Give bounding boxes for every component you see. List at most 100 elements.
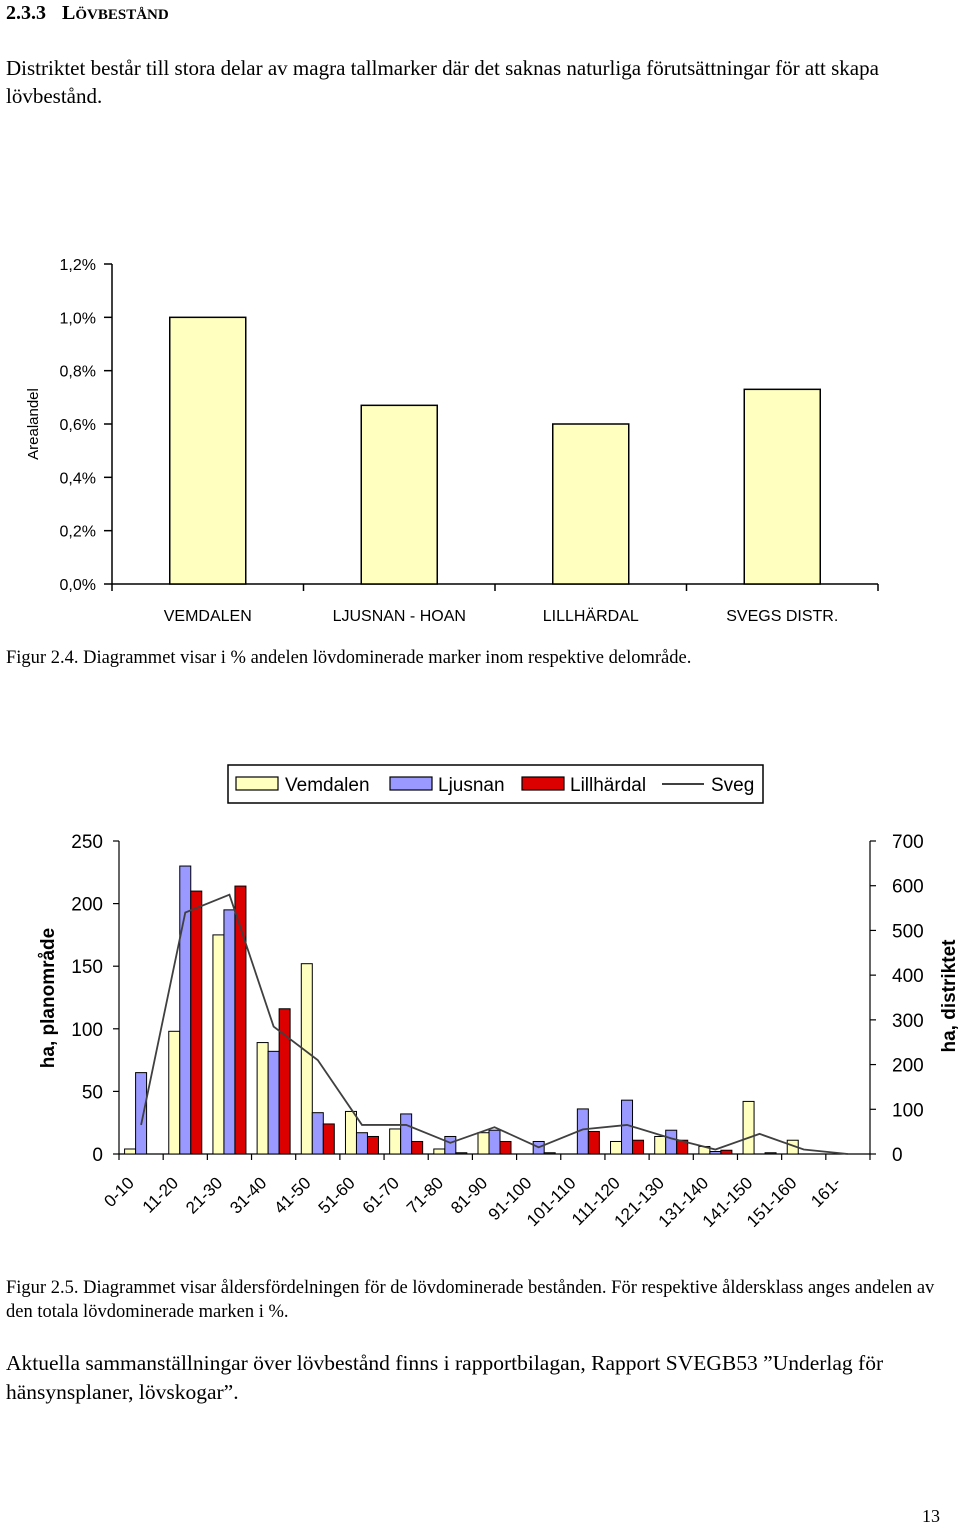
chart2-y-tick-label: 0 <box>92 1145 103 1166</box>
chart2-bar-lillhärdal <box>411 1140 424 1155</box>
chart2-legend-swatch <box>389 776 433 791</box>
chart2-x-tick-label: 31-40 <box>226 1173 270 1217</box>
chart2-x-tick-label: 71-80 <box>403 1173 447 1217</box>
chart2-bar-ljusnan <box>267 1050 280 1155</box>
chart2-bar-ljusnan <box>179 865 192 1155</box>
chart2-legend-swatch <box>235 776 279 791</box>
chart2-plot: Vemdalen Ljusnan Lillhärdal Sveg 0 50 100 150 20… <box>38 764 960 1231</box>
chart2-y-tick-label: 150 <box>71 957 103 978</box>
chart2-bar-ljusnan <box>355 1132 368 1155</box>
chart2-y2-tick-label: 500 <box>892 921 924 942</box>
chart2-y2-tick-label: 0 <box>892 1145 903 1166</box>
chart1-x-tick-label: LILLHÄRDAL <box>543 607 639 625</box>
chart1-y-tick-label: 0,0% <box>60 577 96 594</box>
chart2-legend-label: Sveg <box>711 775 754 796</box>
chart2-y2-tick-label: 700 <box>892 832 924 853</box>
chart2-bar-ljusnan <box>223 909 236 1155</box>
chart2-bar-ljusnan <box>444 1135 457 1155</box>
figure-2-4-caption: Figur 2.4. Diagrammet visar i % andelen … <box>6 648 692 668</box>
chart2-bar-vemdalen <box>389 1128 402 1155</box>
chart2-bar-ljusnan <box>709 1150 722 1155</box>
chart2-bar-lillhärdal <box>587 1130 600 1155</box>
chart2-x-tick-label: 51-60 <box>315 1173 359 1217</box>
chart2-bar-lillhärdal <box>322 1123 335 1155</box>
chart2-bar-lillhärdal <box>764 1152 777 1155</box>
chart2-y2-tick-label: 400 <box>892 966 924 987</box>
chart2-bar-lillhärdal <box>366 1135 379 1155</box>
chart1-y-tick-label: 0,2% <box>60 524 96 541</box>
chart2-x-tick-label: 161- <box>807 1173 844 1210</box>
chart2-y2-axis-title: ha, distriktet <box>939 939 960 1053</box>
chart2-bar-lillhärdal <box>499 1140 512 1155</box>
chart2-y-tick-label: 50 <box>82 1082 103 1103</box>
section-heading: 2.3.3 LÖVBESTÅND <box>6 2 169 25</box>
chart2-bar-lillhärdal <box>543 1152 556 1155</box>
chart2-legend: Vemdalen Ljusnan Lillhärdal Sveg <box>227 764 764 804</box>
chart2-bar-lillhärdal <box>720 1149 733 1155</box>
chart2-y2-tick-label: 600 <box>892 877 924 898</box>
chart1-y-tick-label: 0,8% <box>60 364 96 381</box>
page-number: 13 <box>922 1506 940 1526</box>
chart2-bar-lillhärdal <box>632 1139 645 1155</box>
chart2-y-tick-label: 250 <box>71 832 103 853</box>
chart2-bar-vemdalen <box>433 1148 446 1155</box>
chart2-legend-swatch <box>521 776 565 791</box>
chart2-bar-ljusnan <box>400 1113 413 1155</box>
figure-2-5-caption: Figur 2.5. Diagrammet visar åldersfördel… <box>6 1278 935 1322</box>
figure-2-4-chart: 0,0% 0,2% 0,4% 0,6% 0,8% 1,0% 1,2% VEMDALEN LJUS… <box>25 257 879 625</box>
chart1-x-tick-label: SVEGS DISTR. <box>726 608 838 625</box>
chart1-plot: 0,0% 0,2% 0,4% 0,6% 0,8% 1,0% 1,2% VEMDALEN LJUS… <box>25 257 879 625</box>
chart2-bar-vemdalen <box>742 1100 755 1155</box>
chart2-legend-label: Vemdalen <box>285 775 370 796</box>
chart2-bar-vemdalen <box>168 1030 181 1155</box>
section-title-initial: L <box>62 2 76 24</box>
chart2-x-tick-label: 151-160 <box>743 1173 801 1231</box>
chart2-bar-ljusnan <box>665 1129 678 1155</box>
chart1-y-tick-label: 0,6% <box>60 417 96 434</box>
chart2-line-sveg <box>140 893 849 1155</box>
intro-paragraph: Distriktet består till stora delar av ma… <box>6 56 879 108</box>
chart2-y-tick-label: 100 <box>71 1020 103 1041</box>
chart2-x-tick-label: 0-10 <box>100 1173 137 1210</box>
chart1-y-axis-title: Arealandel <box>25 388 42 460</box>
closing-paragraph: Aktuella sammanställningar över lövbestå… <box>6 1351 884 1404</box>
chart1-x-tick-label: LJUSNAN - HOAN <box>333 608 466 625</box>
chart2-bar-vemdalen <box>212 934 225 1155</box>
figure-2-5-chart: Vemdalen Ljusnan Lillhärdal Sveg 0 50 100 150 20… <box>38 764 960 1231</box>
chart2-bar-vemdalen <box>124 1148 137 1155</box>
chart2-bar-vemdalen <box>654 1135 667 1155</box>
chart1-y-tick-label: 0,4% <box>60 470 96 487</box>
chart2-bar-lillhärdal <box>234 885 247 1155</box>
chart2-legend-label: Lillhärdal <box>570 775 646 796</box>
chart1-y-tick-label: 1,0% <box>60 310 96 327</box>
chart2-y2-tick-label: 200 <box>892 1056 924 1077</box>
chart1-y-tick-label: 1,2% <box>60 257 96 274</box>
chart2-bar-vemdalen <box>344 1110 357 1155</box>
chart2-bar-lillhärdal <box>455 1152 468 1155</box>
chart2-bar-ljusnan <box>621 1099 634 1155</box>
chart2-y-tick-label: 200 <box>71 895 103 916</box>
chart1-bar <box>743 388 821 585</box>
chart1-bar <box>360 404 438 585</box>
chart2-bar-lillhärdal <box>278 1008 291 1155</box>
chart2-bar-lillhärdal <box>190 890 203 1155</box>
chart2-x-tick-label: 101-110 <box>523 1173 580 1230</box>
section-title-rest: ÖVBESTÅND <box>75 7 169 23</box>
chart2-bar-vemdalen <box>256 1042 269 1155</box>
chart2-x-tick-label: 11-20 <box>139 1173 182 1216</box>
chart2-x-tick-label: 21-30 <box>182 1173 226 1217</box>
chart2-legend-label: Ljusnan <box>438 775 505 796</box>
chart2-bar-vemdalen <box>300 963 313 1155</box>
chart2-y-axis-title: ha, planområde <box>38 928 59 1068</box>
section-number: 2.3.3 <box>6 2 46 24</box>
chart2-y2-tick-label: 300 <box>892 1011 924 1032</box>
chart2-bar-vemdalen <box>477 1132 490 1155</box>
chart1-bar <box>552 423 630 585</box>
chart2-bar-ljusnan <box>488 1129 501 1155</box>
chart1-bar <box>169 316 247 585</box>
chart2-x-tick-label: 61-70 <box>359 1173 403 1217</box>
chart1-x-tick-label: VEMDALEN <box>164 608 252 625</box>
chart2-bar-ljusnan <box>135 1072 148 1155</box>
chart2-x-tick-label: 41-50 <box>270 1173 314 1217</box>
chart2-y2-tick-label: 100 <box>892 1100 924 1121</box>
